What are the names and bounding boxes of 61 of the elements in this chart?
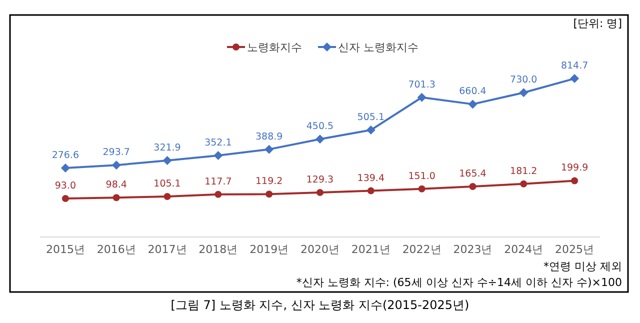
data-label: 139.4 [357, 172, 385, 184]
point [570, 74, 580, 84]
point [571, 177, 578, 184]
point [112, 194, 120, 202]
point [418, 185, 426, 192]
data-label: 129.3 [306, 174, 334, 186]
x-tick-label: 2018년 [198, 243, 238, 256]
point [316, 134, 324, 144]
data-label: 388.9 [255, 131, 283, 142]
data-label: 814.7 [560, 60, 588, 72]
data-label: 165.4 [459, 168, 486, 180]
data-label: 352.1 [204, 137, 232, 148]
data-label: 293.7 [102, 147, 130, 158]
data-label: 701.3 [408, 79, 436, 90]
data-label: 505.1 [357, 112, 385, 124]
point [214, 150, 223, 160]
data-label: 450.5 [306, 121, 334, 132]
legend-label: 노령화지수 [247, 41, 302, 54]
point [367, 187, 374, 194]
data-label: 93.0 [54, 180, 76, 192]
text: *연령 미상 제외 [544, 260, 622, 273]
point [164, 193, 171, 200]
data-label: 660.4 [459, 86, 486, 98]
point [316, 188, 324, 196]
point [264, 144, 274, 154]
point [214, 190, 222, 198]
x-tick-label: 2017년 [148, 243, 187, 256]
point [112, 160, 121, 170]
x-tick-label: 2015년 [46, 243, 85, 256]
data-label: 105.1 [154, 178, 181, 190]
data-label: 181.2 [510, 166, 538, 177]
data-label: 98.4 [106, 180, 127, 191]
x-tick-label: 2023년 [453, 243, 492, 256]
x-tick-label: 2025년 [555, 243, 594, 256]
x-tick-label: 2024년 [504, 243, 544, 256]
x-tick-label: 2021년 [351, 243, 390, 256]
data-label: 730.0 [510, 74, 538, 86]
point [519, 88, 528, 98]
text: [단위: 명] [573, 17, 622, 30]
point [162, 156, 172, 165]
x-tick-label: 2020년 [300, 243, 340, 256]
x-tick-label: 2016년 [96, 243, 136, 256]
text: *신자 노령화 지수: (65세 이상 신자 수÷14세 이하 신자 수)×100 [296, 276, 622, 289]
data-label: 321.9 [154, 142, 181, 154]
point [60, 163, 70, 172]
legend-label: 신자 노령화지수 [338, 41, 418, 54]
data-label: 199.9 [560, 162, 588, 174]
point [62, 195, 69, 202]
data-label: 117.7 [204, 176, 232, 188]
x-tick-label: 2022년 [402, 243, 442, 256]
point [469, 182, 476, 190]
point [520, 180, 528, 188]
data-label: 276.6 [52, 150, 80, 161]
text: [그림 7] 노령화 지수, 신자 노령화 지수(2015-2025년) [170, 298, 470, 312]
point [266, 190, 273, 198]
data-label: 119.2 [255, 176, 283, 188]
data-label: 151.0 [408, 170, 436, 182]
point [417, 92, 426, 102]
x-tick-label: 2019년 [250, 243, 289, 256]
point [468, 100, 478, 109]
point [366, 126, 376, 135]
